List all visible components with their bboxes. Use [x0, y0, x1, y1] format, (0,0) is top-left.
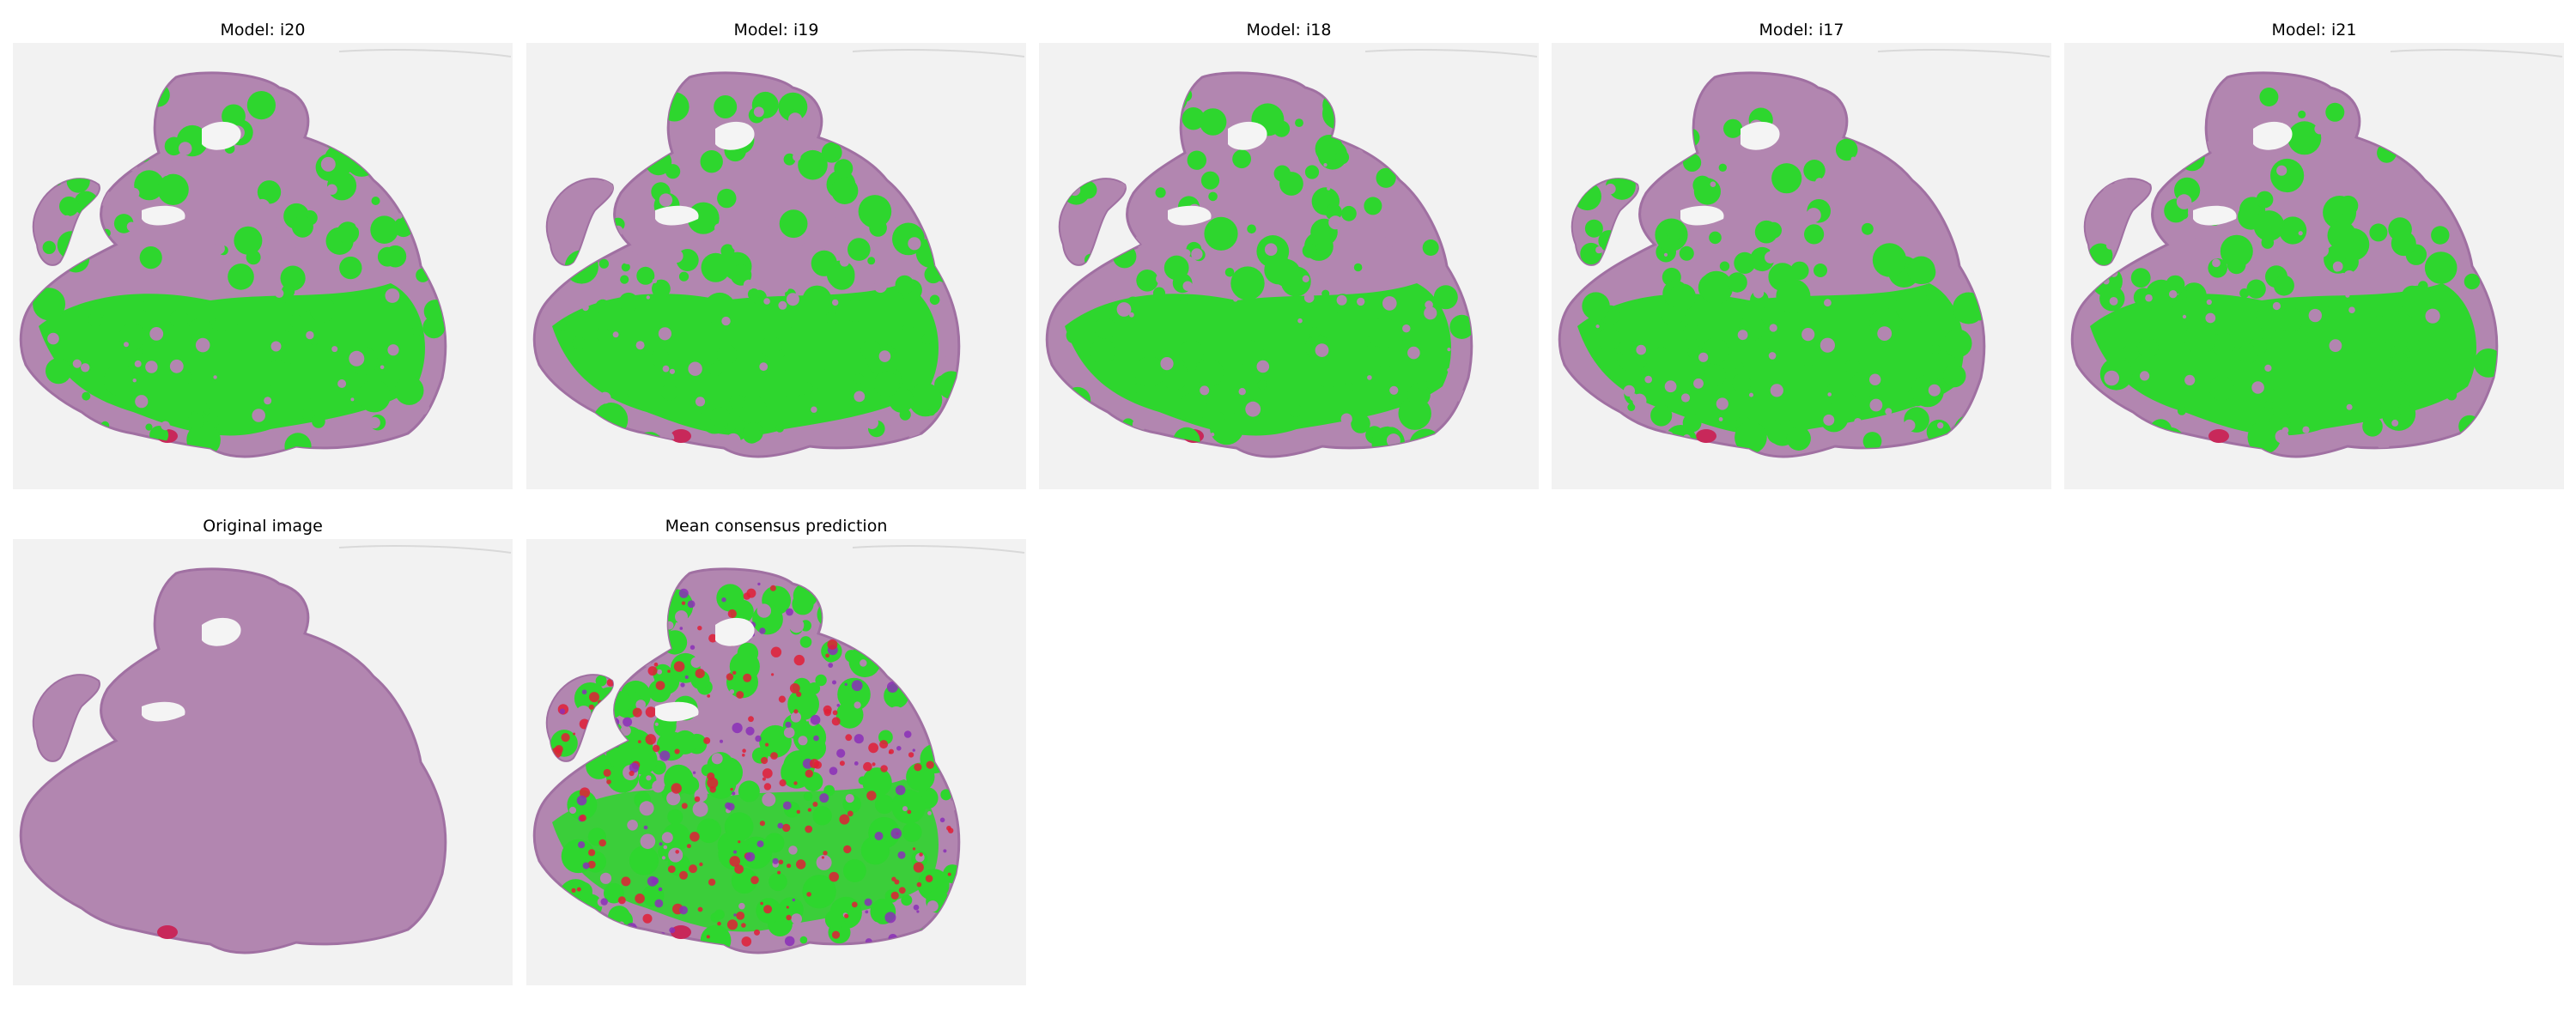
slide-image	[526, 43, 1026, 489]
panel-model-i17: Model: i17	[1552, 17, 2051, 489]
panel-title: Model: i21	[2271, 21, 2357, 39]
panel-original-image: Original image	[13, 513, 513, 985]
panel-title: Model: i20	[220, 21, 306, 39]
slide-image	[1552, 43, 2051, 489]
slide-image	[526, 539, 1026, 985]
panel-title: Original image	[203, 517, 323, 536]
panel-title: Model: i19	[733, 21, 819, 39]
slide-image	[13, 43, 513, 489]
slide-image	[1039, 43, 1539, 489]
panel-title: Mean consensus prediction	[665, 517, 888, 536]
panel-model-i20: Model: i20	[13, 17, 513, 489]
panel-model-i19: Model: i19	[526, 17, 1026, 489]
panel-mean-consensus: Mean consensus prediction	[526, 513, 1026, 985]
panel-model-i21: Model: i21	[2064, 17, 2564, 489]
panel-title: Model: i17	[1759, 21, 1844, 39]
slide-image	[13, 539, 513, 985]
panel-model-i18: Model: i18	[1039, 17, 1539, 489]
slide-image	[2064, 43, 2564, 489]
panel-title: Model: i18	[1246, 21, 1332, 39]
